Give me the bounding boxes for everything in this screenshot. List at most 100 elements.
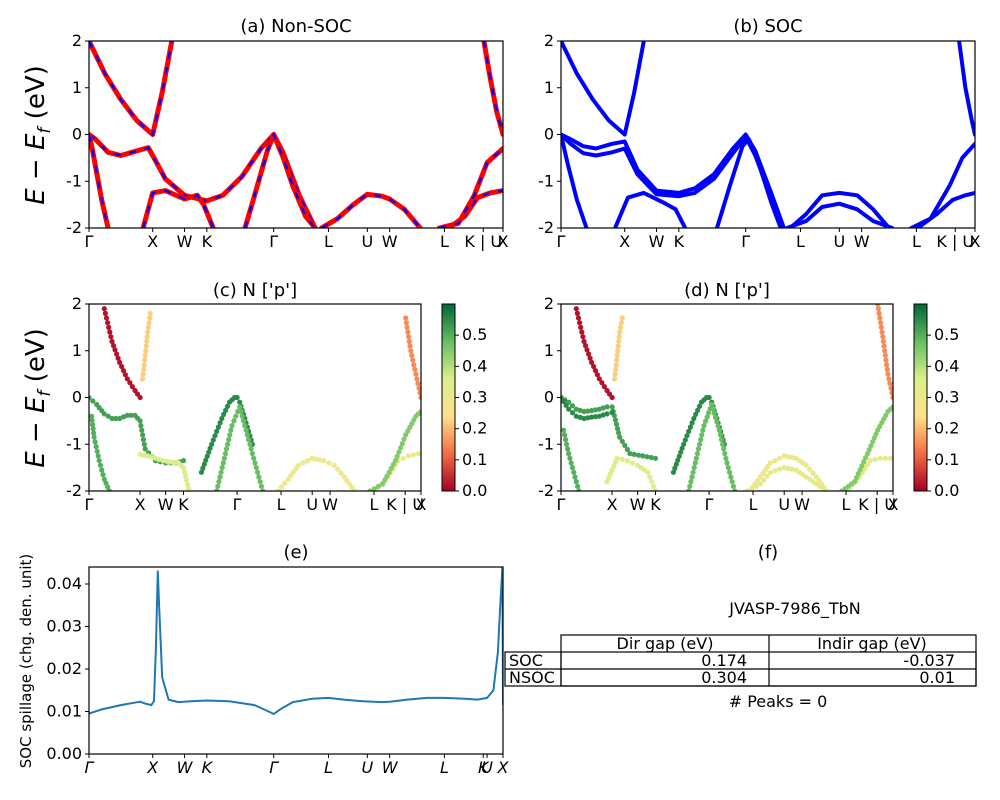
band-point <box>405 329 411 335</box>
band-point <box>877 455 883 461</box>
band-point <box>606 475 612 481</box>
band-point <box>591 363 597 370</box>
table-row-nsoc-label: NSOC <box>509 668 555 687</box>
band-point <box>689 420 695 426</box>
band-point <box>696 403 703 409</box>
band-point <box>715 423 721 429</box>
band-point <box>573 479 579 485</box>
band-point <box>180 465 187 471</box>
band-point <box>777 466 783 472</box>
band-point <box>582 343 589 349</box>
band-point <box>864 462 871 468</box>
x-tick-label: W <box>382 232 398 251</box>
table-header-dir-gap: Dir gap (eV) <box>617 634 714 653</box>
band-point <box>204 453 210 459</box>
band-point <box>618 320 625 326</box>
x-tick-label: K | U <box>386 495 424 514</box>
x-tick-label: L <box>277 495 286 514</box>
colorbar-rect <box>913 303 928 492</box>
band-point <box>592 414 599 420</box>
band-point <box>622 442 628 448</box>
band-point <box>417 390 421 396</box>
x-tick-label: L <box>370 495 379 514</box>
band-point <box>720 441 726 447</box>
x-tick-label: K <box>178 495 189 514</box>
band-point <box>618 324 624 330</box>
band-point <box>255 469 261 475</box>
band-point <box>224 403 231 409</box>
band-point <box>870 439 876 445</box>
band-point <box>200 465 206 471</box>
band-point <box>415 451 421 457</box>
x-tick-label: K | U <box>464 232 502 251</box>
band-point <box>214 428 220 434</box>
band-point <box>612 371 618 377</box>
x-tick-label: X <box>497 758 510 777</box>
band-point <box>99 467 105 473</box>
band-point <box>612 417 619 423</box>
peaks-count: # Peaks = 0 <box>729 692 828 711</box>
band-point <box>90 426 96 432</box>
colorbar-tick-label: 0.3 <box>934 388 959 407</box>
band-point <box>107 329 113 335</box>
band-line <box>436 146 503 228</box>
band-point <box>97 462 104 468</box>
band-point <box>414 376 420 382</box>
band-point <box>413 371 419 377</box>
band-point <box>575 483 581 489</box>
band-point <box>105 413 111 419</box>
x-tick-label: W <box>649 232 665 251</box>
band-point <box>142 446 148 452</box>
band-point <box>612 459 619 465</box>
band-point <box>609 409 615 416</box>
colorbar-tick-label: 0.3 <box>462 388 487 407</box>
band-point <box>887 455 893 461</box>
band-point <box>105 484 111 490</box>
band-point <box>186 486 192 491</box>
band-point <box>690 469 696 475</box>
y-tick-label: -1 <box>66 434 82 453</box>
band-point <box>386 469 392 475</box>
band-point <box>586 351 592 357</box>
band-point <box>887 380 893 387</box>
band-point <box>875 306 882 312</box>
band-point <box>867 458 873 464</box>
band-point <box>142 352 148 358</box>
band-point <box>561 398 567 404</box>
band-point <box>569 410 576 416</box>
band-point <box>878 320 884 326</box>
band-point <box>700 427 706 433</box>
band-point <box>789 466 795 472</box>
band-point <box>223 446 230 452</box>
band-point <box>581 408 587 415</box>
y-tick-label: 2 <box>544 31 554 50</box>
x-tick-label: K | U <box>936 232 974 251</box>
band-point <box>614 426 621 432</box>
band-point <box>239 413 245 419</box>
band-point <box>105 320 111 326</box>
band-point <box>117 359 123 365</box>
band-point <box>651 483 657 489</box>
panel-d-title: (d) N ['p'] <box>684 280 770 301</box>
panel-b-title: (b) SOC <box>733 16 802 37</box>
band-point <box>180 458 187 464</box>
band-point <box>781 465 787 471</box>
y-tick-label: 0.02 <box>46 659 82 678</box>
band-point <box>100 472 106 478</box>
band-point <box>394 453 400 459</box>
band-point <box>688 479 694 485</box>
band-point <box>882 352 888 358</box>
band-point <box>744 488 750 491</box>
band-point <box>222 451 228 457</box>
band-point <box>326 460 332 466</box>
band-point <box>217 474 223 480</box>
panel-c-points <box>89 306 421 491</box>
band-point <box>114 351 120 357</box>
band-point <box>217 420 223 426</box>
band-point <box>574 310 581 316</box>
panel-b-curves <box>561 41 975 228</box>
band-point <box>691 415 697 422</box>
band-point <box>611 463 617 469</box>
